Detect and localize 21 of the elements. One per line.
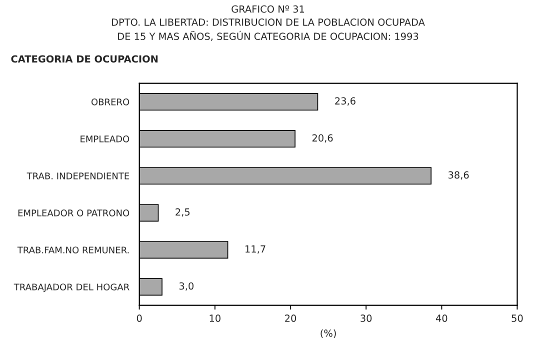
x-tick-label: 10 — [210, 314, 220, 322]
data-label: 2,5 — [176, 208, 190, 217]
data-label: 3,0 — [179, 282, 194, 291]
x-axis-title: (%) — [320, 329, 336, 338]
y-axis-title: CATEGORIA DE OCUPACION — [11, 55, 158, 63]
chart-title: GRAFICO Nº 31 DPTO. LA LIBERTAD: DISTRIBUCION DE LA POBLACION OCUPADA DE 15 Y MAS AÑOS, SEGÚN CATEGORIA DE OCUPACION: 1993 — [112, 5, 425, 41]
data-label: 20,6 — [312, 134, 333, 143]
y-tick-label: EMPLEADOR O PATRONO — [18, 210, 130, 216]
x-tick-label: 50 — [512, 314, 523, 322]
data-label: 38,6 — [448, 171, 469, 180]
y-tick-label: TRAB.FAM.NO REMUNER. — [17, 246, 129, 254]
y-tick-label: OBRERO — [91, 98, 130, 106]
x-tick-label: 30 — [360, 314, 372, 322]
y-tick-label: TRAB. INDEPENDIENTE — [26, 172, 130, 180]
data-label: 11,7 — [246, 245, 266, 254]
y-tick-label: EMPLEADO — [80, 136, 130, 142]
x-tick-label: 0 — [136, 314, 142, 322]
data-label: 23,6 — [335, 97, 356, 106]
y-tick-label: TRABAJADOR DEL HOGAR — [14, 284, 130, 292]
x-tick-label: 20 — [285, 314, 296, 322]
x-tick-label: 40 — [436, 314, 448, 322]
